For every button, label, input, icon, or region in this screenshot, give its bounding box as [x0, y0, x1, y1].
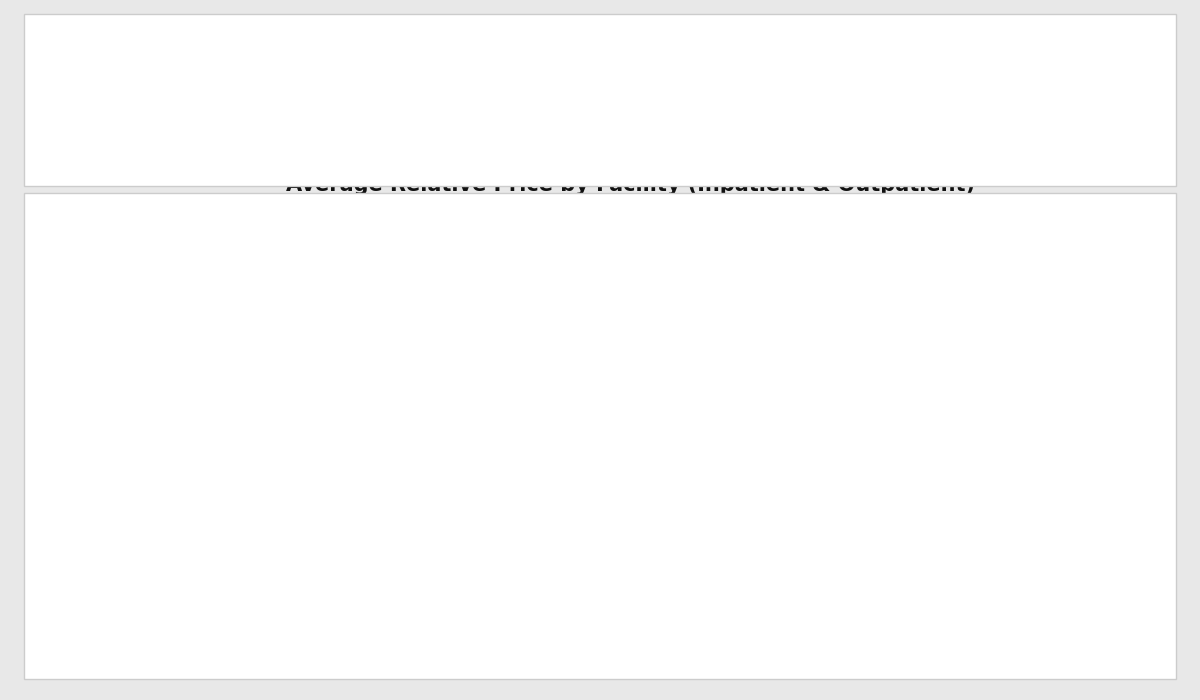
Y-axis label: average relative price across all services: average relative price across all servic…: [41, 273, 55, 556]
Text: State: State: [404, 34, 445, 50]
Text: PA: PA: [468, 103, 485, 117]
Text: Select all: Select all: [110, 67, 174, 81]
Title: Average Relative Price by Facility (Inpatient & Outpatient): Average Relative Price by Facility (Inpa…: [286, 174, 974, 195]
Circle shape: [392, 106, 450, 114]
Bar: [774, 374, 899, 620]
Text: UHC: UHC: [110, 141, 140, 155]
Text: Payer: Payer: [47, 34, 90, 50]
FancyBboxPatch shape: [92, 636, 239, 648]
Circle shape: [36, 144, 94, 152]
Text: ▼: ▼: [1144, 105, 1151, 115]
Text: Hospital: Hospital: [738, 34, 800, 50]
Text: Aetna: Aetna: [110, 103, 151, 117]
Text: All: All: [744, 103, 761, 117]
FancyBboxPatch shape: [727, 85, 1170, 135]
Bar: [568, 371, 692, 620]
Circle shape: [410, 108, 433, 112]
Circle shape: [53, 146, 76, 150]
Circle shape: [36, 70, 94, 78]
Bar: [156, 272, 280, 620]
Circle shape: [36, 106, 94, 114]
Bar: [980, 393, 1104, 620]
Bar: [361, 312, 486, 620]
X-axis label: Hospital: Hospital: [601, 659, 659, 673]
